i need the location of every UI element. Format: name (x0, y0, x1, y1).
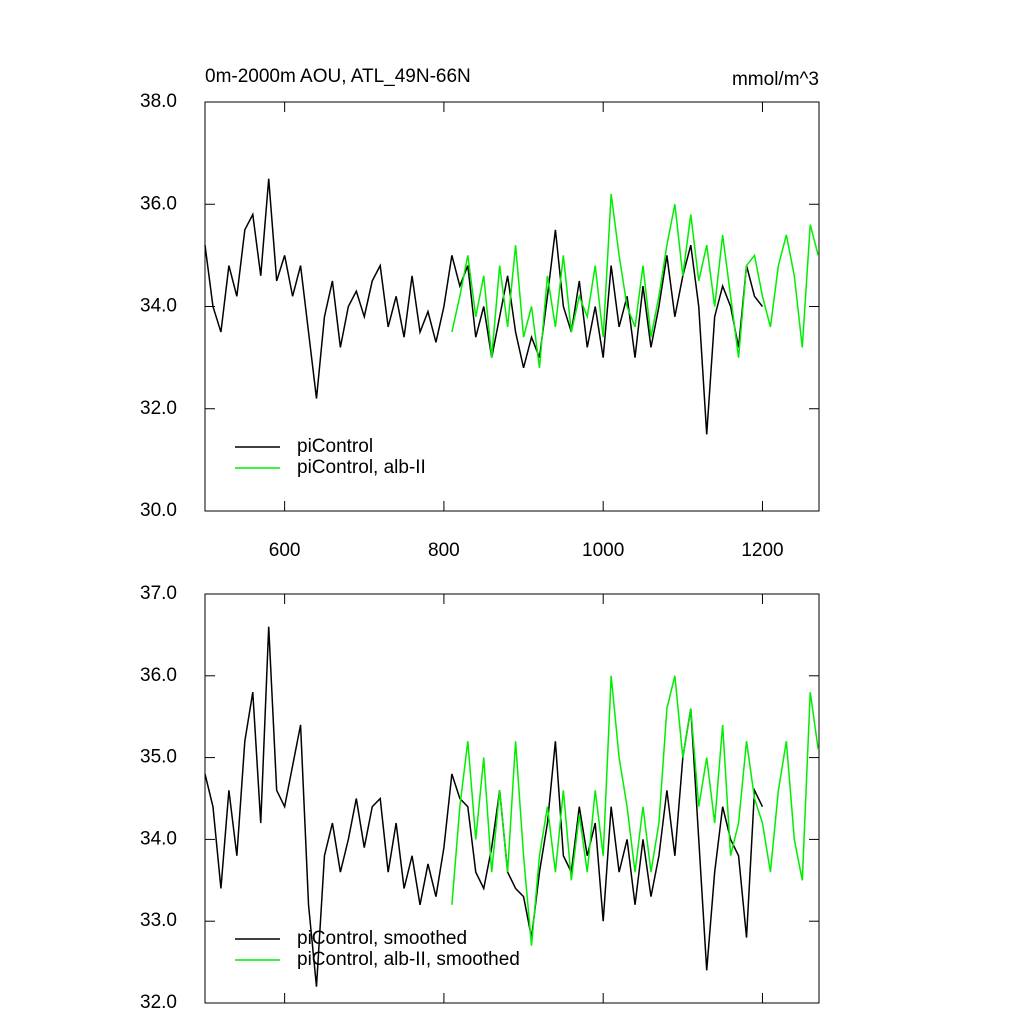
y-tick-label: 32.0 (140, 398, 177, 419)
chart-title: 0m-2000m AOU, ATL_49N-66N (205, 66, 471, 87)
y-tick-label: 36.0 (140, 193, 177, 214)
legend-label: piControl, smoothed (297, 928, 467, 949)
y-tick-label: 35.0 (140, 747, 177, 768)
y-tick-label: 32.0 (140, 992, 177, 1013)
y-tick-label: 38.0 (140, 91, 177, 112)
data-line (451, 193, 819, 368)
x-tick-label: 600 (269, 540, 301, 561)
y-tick-label: 34.0 (140, 828, 177, 849)
y-tick-label: 37.0 (140, 583, 177, 604)
data-line (204, 178, 764, 435)
data-line (204, 626, 764, 987)
units-label: mmol/m^3 (732, 69, 819, 90)
x-tick-label: 1000 (582, 540, 624, 561)
data-line (451, 675, 819, 946)
legend-label: piControl, alb-II (297, 457, 426, 478)
plot-frame (204, 593, 820, 1004)
y-tick-label: 30.0 (140, 500, 177, 521)
x-tick-label: 800 (428, 540, 460, 561)
y-tick-label: 33.0 (140, 910, 177, 931)
legend-label: piControl (297, 436, 373, 457)
y-tick-label: 34.0 (140, 296, 177, 317)
x-tick-label: 1200 (741, 540, 783, 561)
legend-label: piControl, alb-II, smoothed (297, 949, 520, 970)
y-tick-label: 36.0 (140, 665, 177, 686)
